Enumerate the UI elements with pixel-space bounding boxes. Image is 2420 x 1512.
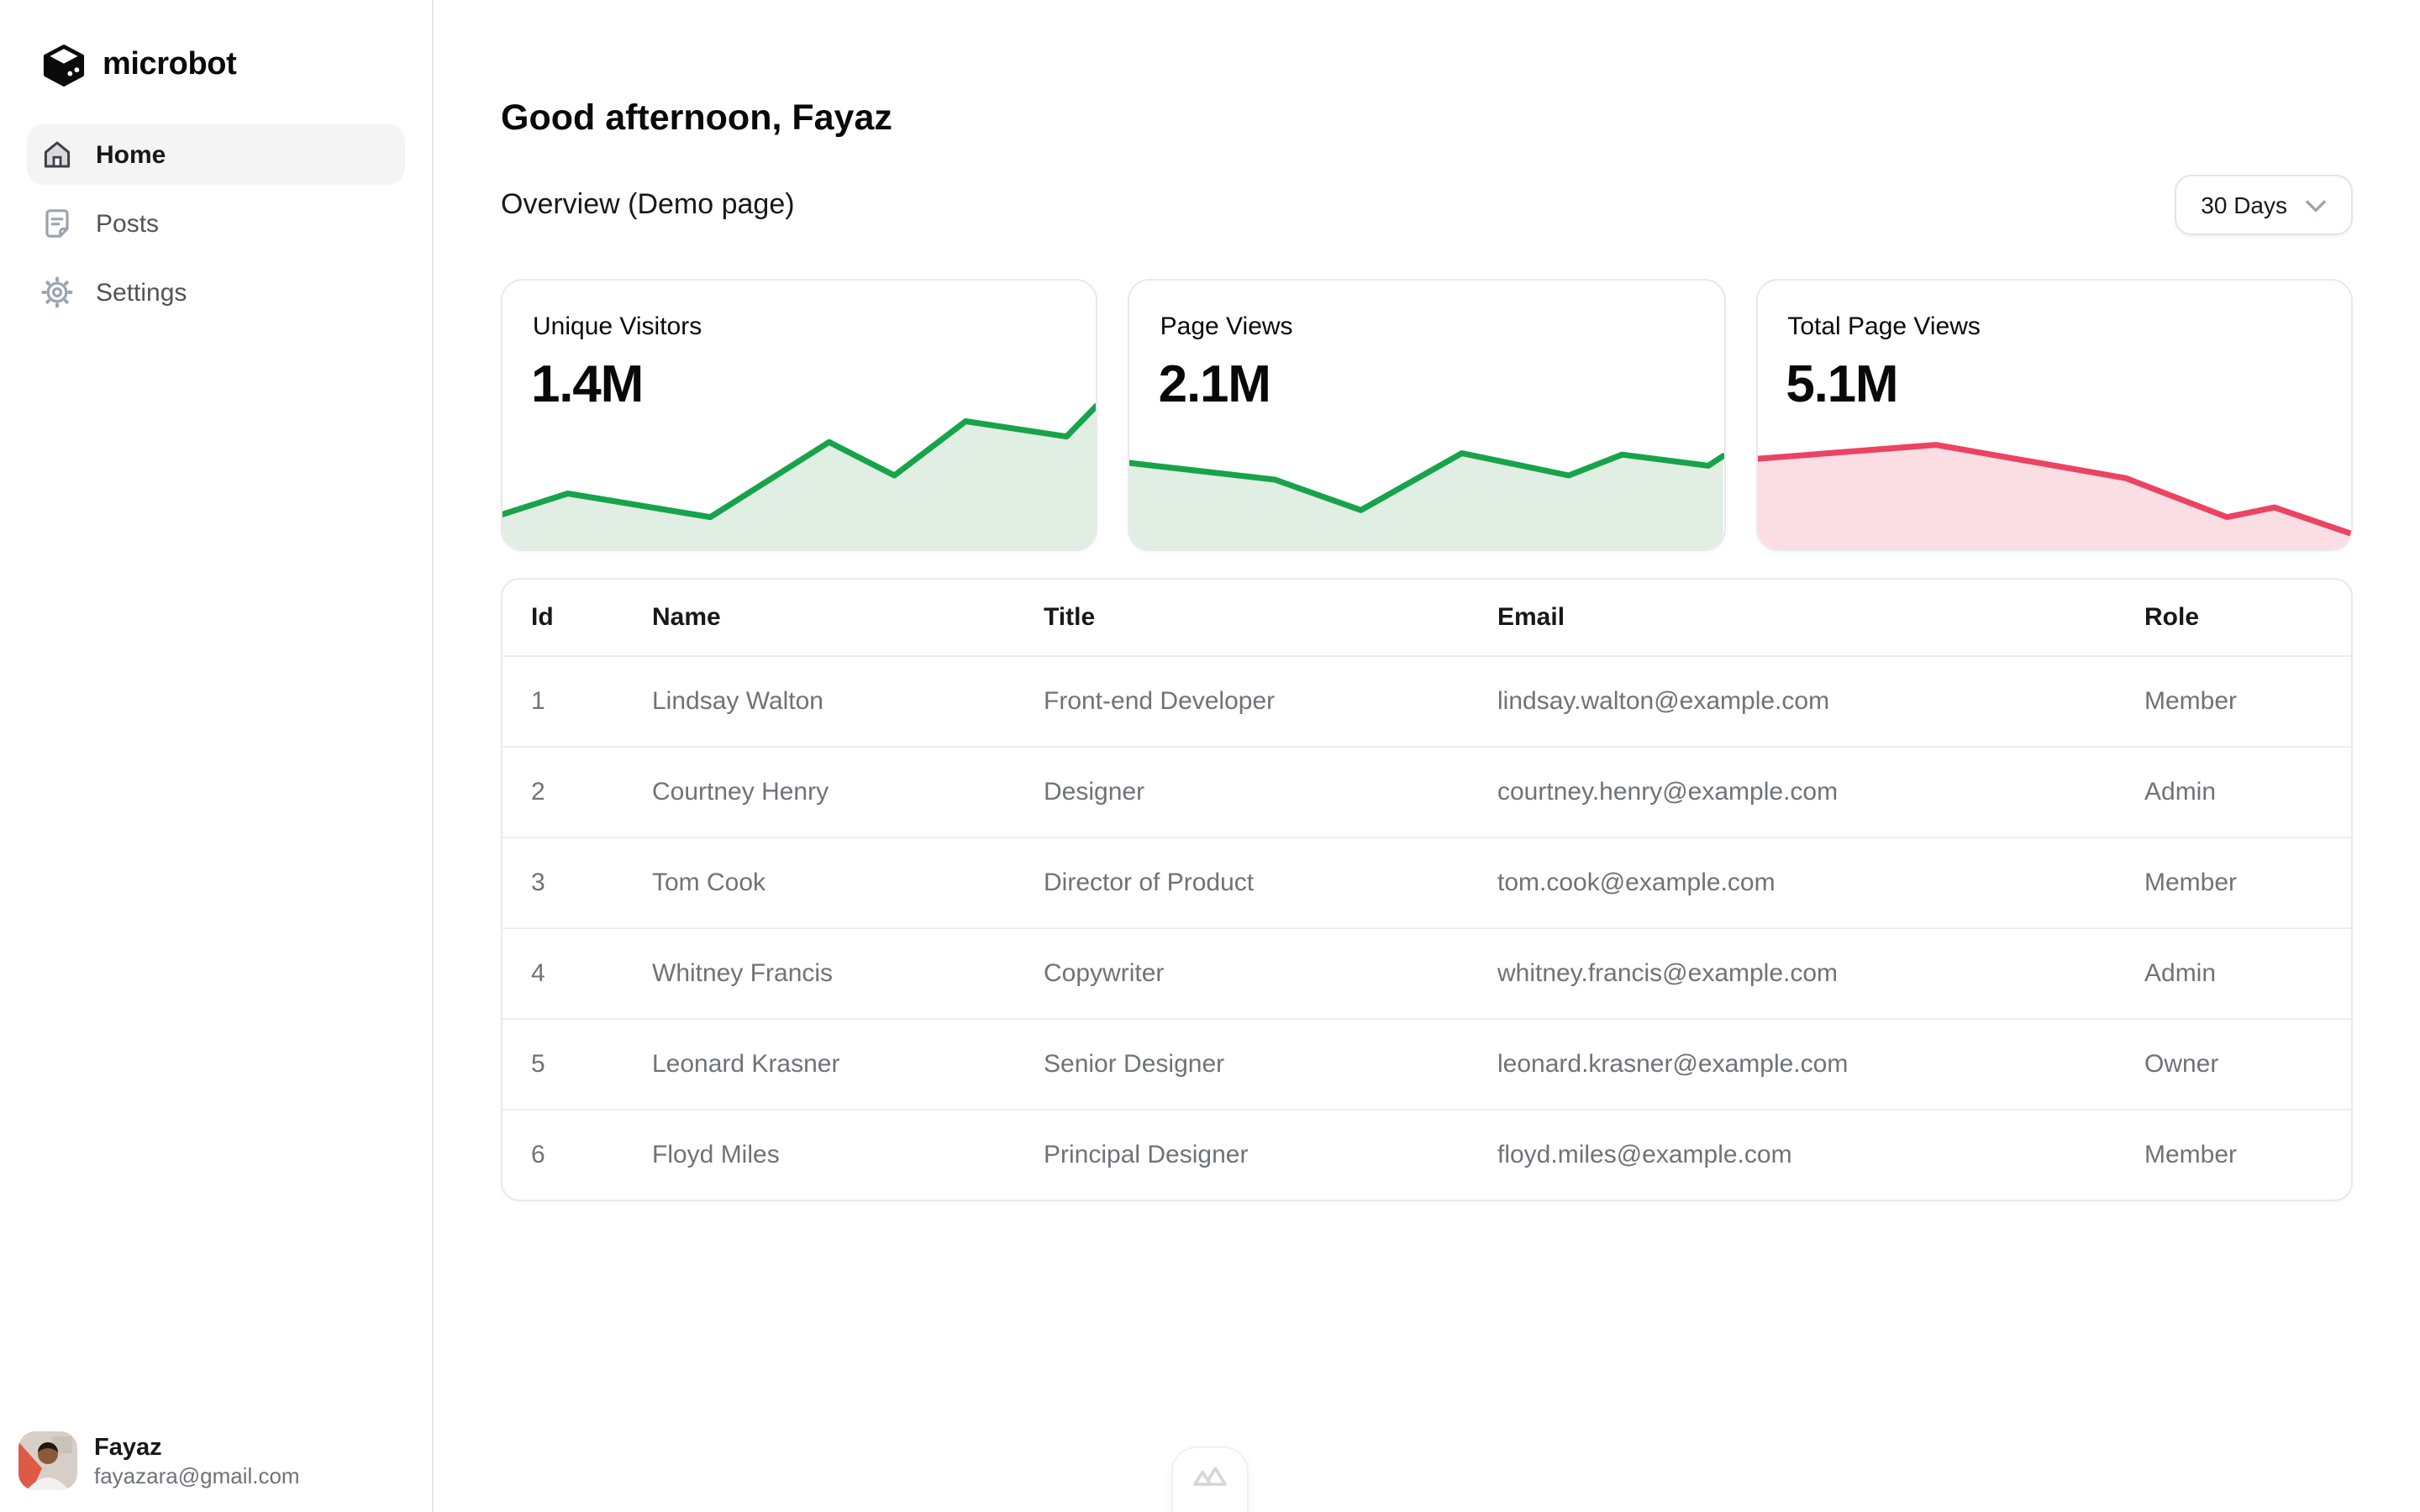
stat-card-value: 5.1M xyxy=(1786,354,1898,413)
sidebar-item-home[interactable]: Home xyxy=(27,124,405,185)
stat-card-value: 1.4M xyxy=(531,354,644,413)
stat-card-label: Total Page Views xyxy=(1787,312,1981,341)
greeting-heading: Good afternoon, Fayaz xyxy=(501,97,892,139)
mountain-icon xyxy=(1192,1462,1228,1512)
sidebar-item-settings[interactable]: Settings xyxy=(27,262,405,323)
stat-card-label: Unique Visitors xyxy=(533,312,702,341)
table-header: Id Name Title Email Role xyxy=(502,580,2351,656)
cell-id: 5 xyxy=(531,1050,545,1079)
cell-id: 2 xyxy=(531,778,545,806)
cell-title: Principal Designer xyxy=(1044,1141,1249,1169)
cell-role: Admin xyxy=(2144,778,2217,806)
sidebar: microbot Home xyxy=(0,0,434,1512)
sparkline-chart xyxy=(1757,402,2351,549)
overview-row: Overview (Demo page) 30 Days xyxy=(501,175,2353,235)
users-table: Id Name Title Email Role 1 Lindsay Walton… xyxy=(502,580,2351,1200)
logo-text: microbot xyxy=(103,47,237,82)
sparkline-chart xyxy=(1129,402,1724,549)
stat-card-value: 2.1M xyxy=(1158,354,1271,413)
bottom-center-badge[interactable] xyxy=(1171,1446,1249,1512)
column-header-title: Title xyxy=(1044,603,1096,632)
cell-id: 6 xyxy=(531,1141,545,1169)
cell-name: Whitney Francis xyxy=(652,959,834,988)
range-selector-button[interactable]: 30 Days xyxy=(2174,175,2353,235)
home-icon xyxy=(40,138,74,171)
table-row: 6 Floyd Miles Principal Designer floyd.mile… xyxy=(502,1110,2351,1200)
gear-icon xyxy=(40,276,74,309)
cell-email: floyd.miles@example.com xyxy=(1497,1141,1792,1169)
stat-card-label: Page Views xyxy=(1160,312,1293,341)
users-table-card: Id Name Title Email Role 1 Lindsay Walton… xyxy=(501,578,2353,1201)
cell-id: 1 xyxy=(531,687,545,716)
cell-title: Director of Product xyxy=(1044,869,1255,897)
main-content: Good afternoon, Fayaz Overview (Demo pag… xyxy=(434,0,2420,1512)
cell-name: Leonard Krasner xyxy=(652,1050,840,1079)
cell-role: Member xyxy=(2144,869,2238,897)
cell-email: tom.cook@example.com xyxy=(1497,869,1776,897)
table-row: 1 Lindsay Walton Front-end Developer lindsa… xyxy=(502,656,2351,747)
table-row: 3 Tom Cook Director of Product tom.cook@exa… xyxy=(502,837,2351,928)
stat-card-page-views: Page Views 2.1M xyxy=(1128,279,1726,551)
column-header-id: Id xyxy=(531,603,554,632)
cell-id: 3 xyxy=(531,869,545,897)
sidebar-item-label: Posts xyxy=(96,209,160,238)
avatar xyxy=(18,1431,77,1490)
user-profile[interactable]: Fayaz fayazara@gmail.com xyxy=(18,1431,300,1490)
section-title: Overview (Demo page) xyxy=(501,188,795,220)
cell-email: courtney.henry@example.com xyxy=(1497,778,1839,806)
table-row: 5 Leonard Krasner Senior Designer leonard.k… xyxy=(502,1019,2351,1110)
cell-title: Copywriter xyxy=(1044,959,1165,988)
cell-name: Lindsay Walton xyxy=(652,687,823,716)
cell-role: Member xyxy=(2144,687,2238,716)
cell-role: Owner xyxy=(2144,1050,2219,1079)
range-selector-label: 30 Days xyxy=(2201,192,2287,218)
table-row: 2 Courtney Henry Designer courtney.henry@ex… xyxy=(502,747,2351,837)
cell-title: Front-end Developer xyxy=(1044,687,1276,716)
column-header-email: Email xyxy=(1497,603,1565,632)
cell-email: whitney.francis@example.com xyxy=(1497,959,1839,988)
stat-cards: Unique Visitors 1.4M Page Views 2.1M Tot… xyxy=(501,279,2353,551)
cell-title: Senior Designer xyxy=(1044,1050,1225,1079)
user-name: Fayaz xyxy=(94,1434,162,1461)
sidebar-item-posts[interactable]: Posts xyxy=(27,193,405,254)
sidebar-item-label: Settings xyxy=(96,278,187,307)
column-header-role: Role xyxy=(2144,603,2200,632)
chevron-down-icon xyxy=(2306,192,2326,218)
sidebar-item-label: Home xyxy=(96,140,166,169)
cell-email: leonard.krasner@example.com xyxy=(1497,1050,1849,1079)
table-row: 4 Whitney Francis Copywriter whitney.franci… xyxy=(502,928,2351,1019)
cube-logo-icon xyxy=(42,44,86,87)
sparkline-chart xyxy=(502,402,1097,549)
cell-title: Designer xyxy=(1044,778,1145,806)
cell-email: lindsay.walton@example.com xyxy=(1497,687,1830,716)
user-email: fayazara@gmail.com xyxy=(94,1462,300,1488)
note-icon xyxy=(40,207,74,240)
stat-card-total-page-views: Total Page Views 5.1M xyxy=(1755,279,2353,551)
cell-id: 4 xyxy=(531,959,545,988)
cell-name: Floyd Miles xyxy=(652,1141,780,1169)
cell-role: Member xyxy=(2144,1141,2238,1169)
table-body: 1 Lindsay Walton Front-end Developer lindsa… xyxy=(502,656,2351,1200)
cell-role: Admin xyxy=(2144,959,2217,988)
stat-card-unique-visitors: Unique Visitors 1.4M xyxy=(501,279,1098,551)
cell-name: Courtney Henry xyxy=(652,778,829,806)
sidebar-nav: Home Posts xyxy=(27,124,405,323)
column-header-name: Name xyxy=(652,603,721,632)
cell-name: Tom Cook xyxy=(652,869,766,897)
logo[interactable]: microbot xyxy=(42,44,237,87)
user-info: Fayaz fayazara@gmail.com xyxy=(94,1432,300,1489)
